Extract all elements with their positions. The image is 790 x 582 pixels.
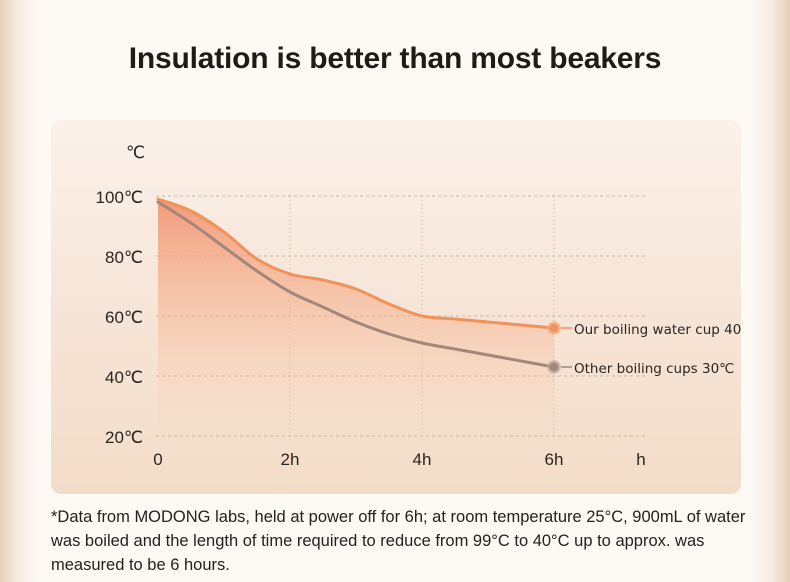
series-label: Other boiling cups 30℃ [574,361,734,377]
y-tick-label: 40℃ [105,368,143,387]
series-end-dot [551,364,557,370]
y-tick-label: 100℃ [96,188,143,207]
x-tick-label: 6h [545,450,564,469]
y-tick-label: 80℃ [105,248,143,267]
lines-layer [156,197,556,369]
area-layer [158,199,554,436]
page-title: Insulation is better than most beakers [128,42,662,75]
y-axis-unit: ℃ [126,143,145,163]
series-end-dot [551,325,557,331]
x-tick-label: 4h [413,450,432,469]
markers-layer [547,321,572,374]
y-tick-label: 60℃ [105,308,143,327]
series-label: Our boiling water cup 40℃ [574,322,741,338]
series-area-our-cup [158,199,554,436]
chart-panel: 20℃ 40℃ 60℃ 80℃ 100℃ ℃ 0 2h 4h 6h h Our boiling wat… [51,120,741,494]
x-tick-label: 2h [281,450,300,469]
series-line-other-cups [156,200,556,369]
labels-layer: 20℃ 40℃ 60℃ 80℃ 100℃ ℃ 0 2h 4h 6h h Our boiling wat… [96,143,741,469]
series-line-our-cup [156,197,556,330]
x-axis-unit: h [636,450,645,469]
x-tick-label: 0 [153,450,162,469]
footnote-text: *Data from MODONG labs, held at power of… [51,508,746,574]
y-tick-label: 20℃ [105,428,143,447]
temperature-chart: 20℃ 40℃ 60℃ 80℃ 100℃ ℃ 0 2h 4h 6h h Our boiling wat… [96,143,741,469]
